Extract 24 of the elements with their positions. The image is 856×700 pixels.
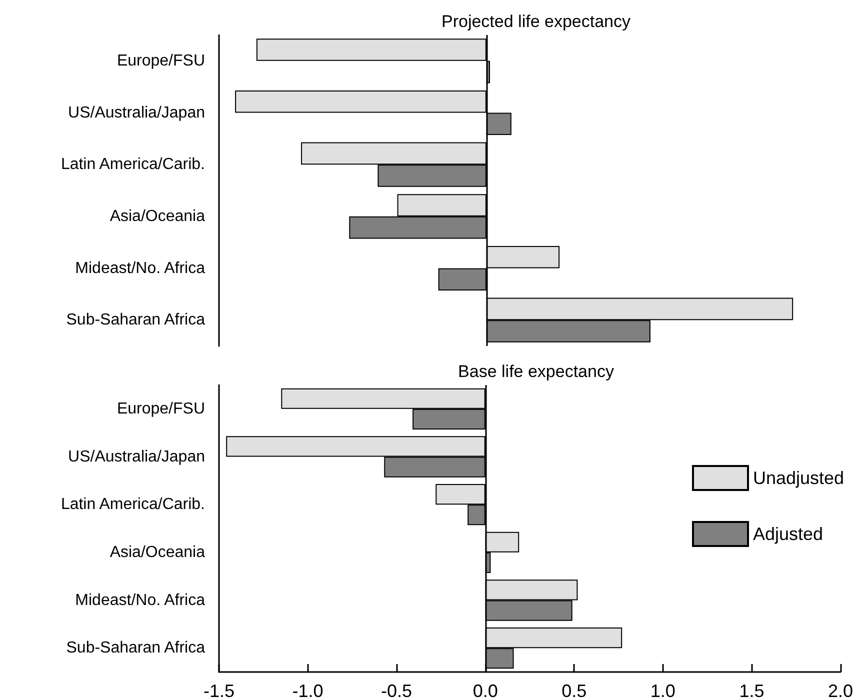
chart-title: Base life expectancy bbox=[458, 362, 614, 381]
y-tick-label: Asia/Oceania bbox=[110, 544, 206, 561]
legend-label: Adjusted bbox=[753, 524, 824, 544]
y-tick-label: Latin America/Carib. bbox=[60, 156, 205, 174]
chart-title: Projected life expectancy bbox=[442, 12, 631, 31]
y-tick-label: Sub-Saharan Africa bbox=[66, 312, 206, 329]
legend-label: Unadjusted bbox=[753, 468, 844, 488]
x-tick-label: -1.0 bbox=[292, 681, 324, 700]
y-tick-label: Latin America/Carib. bbox=[60, 496, 205, 514]
y-tick-label: Asia/Oceania bbox=[110, 208, 206, 225]
x-tick-label: -1.5 bbox=[203, 681, 235, 700]
y-tick-label: Europe/FSU bbox=[116, 400, 205, 418]
x-tick-label: 1.0 bbox=[650, 681, 676, 700]
y-tick-label: Sub-Saharan Africa bbox=[66, 640, 206, 657]
y-tick-label: US/Australia/Japan bbox=[68, 448, 205, 466]
x-tick-label: -0.5 bbox=[381, 681, 412, 700]
x-tick-label: 0.5 bbox=[562, 681, 587, 700]
x-tick-label: 1.5 bbox=[739, 681, 764, 700]
y-tick-label: Mideast/No. Africa bbox=[75, 592, 206, 609]
x-tick-label: 2.0 bbox=[828, 681, 854, 700]
x-tick-label: 0.0 bbox=[472, 681, 498, 700]
y-tick-label: Europe/FSU bbox=[116, 52, 205, 70]
y-tick-label: Mideast/No. Africa bbox=[75, 260, 206, 277]
y-tick-label: US/Australia/Japan bbox=[68, 104, 205, 122]
